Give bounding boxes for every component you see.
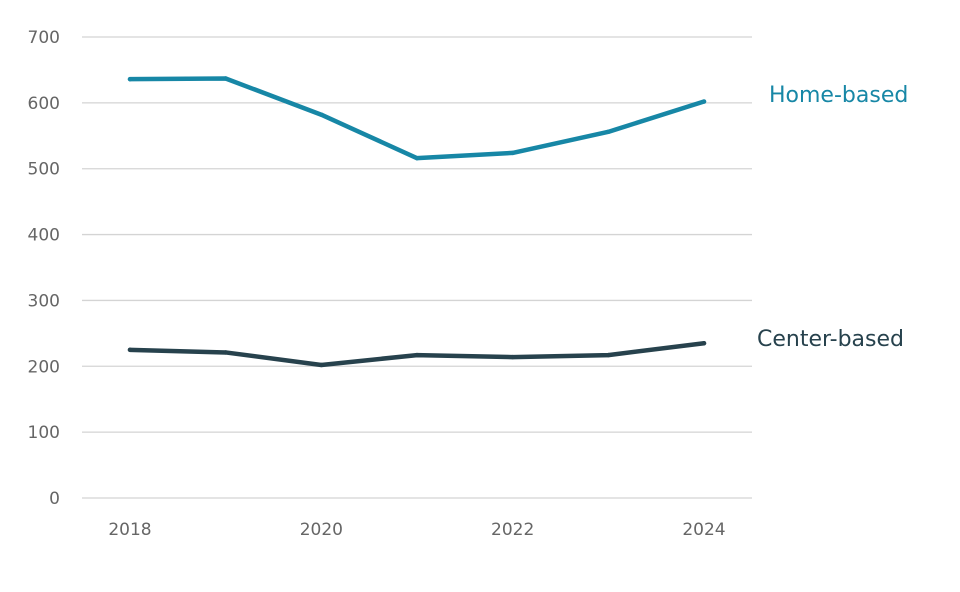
y-tick-label: 100 — [28, 423, 60, 443]
center-based-point — [414, 352, 420, 358]
y-tick-label: 400 — [28, 226, 60, 246]
home-based-series-label: Home-based — [769, 83, 908, 108]
y-tick-label: 500 — [28, 160, 60, 180]
x-axis-ticks: 2018 2020 2022 2024 — [108, 520, 725, 540]
y-tick-label: 600 — [28, 94, 60, 114]
x-tick-label: 2020 — [300, 520, 343, 540]
center-based-point — [510, 354, 515, 360]
series-labels: Home-based Center-based — [757, 83, 908, 352]
y-axis-ticks: 0 100 200 300 400 500 600 700 — [28, 28, 60, 509]
home-based-point — [319, 112, 324, 117]
y-tick-label: 200 — [28, 357, 60, 377]
x-tick-label: 2018 — [108, 520, 151, 540]
center-based-point — [127, 347, 133, 353]
home-based-line — [127, 76, 707, 161]
center-based-point — [701, 341, 707, 346]
home-based-point — [606, 129, 611, 135]
y-tick-label: 300 — [28, 291, 60, 311]
series-lines — [127, 76, 707, 368]
home-based-point — [223, 76, 228, 81]
x-tick-label: 2024 — [682, 520, 725, 540]
home-based-point — [510, 150, 515, 156]
x-tick-label: 2022 — [491, 520, 534, 540]
y-tick-label: 700 — [28, 28, 60, 48]
y-tick-label: 0 — [49, 489, 60, 509]
center-based-point — [223, 350, 228, 355]
center-based-series-label: Center-based — [757, 327, 904, 352]
home-based-point — [414, 155, 420, 161]
center-based-point — [606, 352, 611, 358]
center-based-point — [319, 362, 324, 368]
home-based-point — [701, 99, 707, 104]
home-based-point — [127, 76, 133, 82]
gridlines — [82, 36, 752, 499]
